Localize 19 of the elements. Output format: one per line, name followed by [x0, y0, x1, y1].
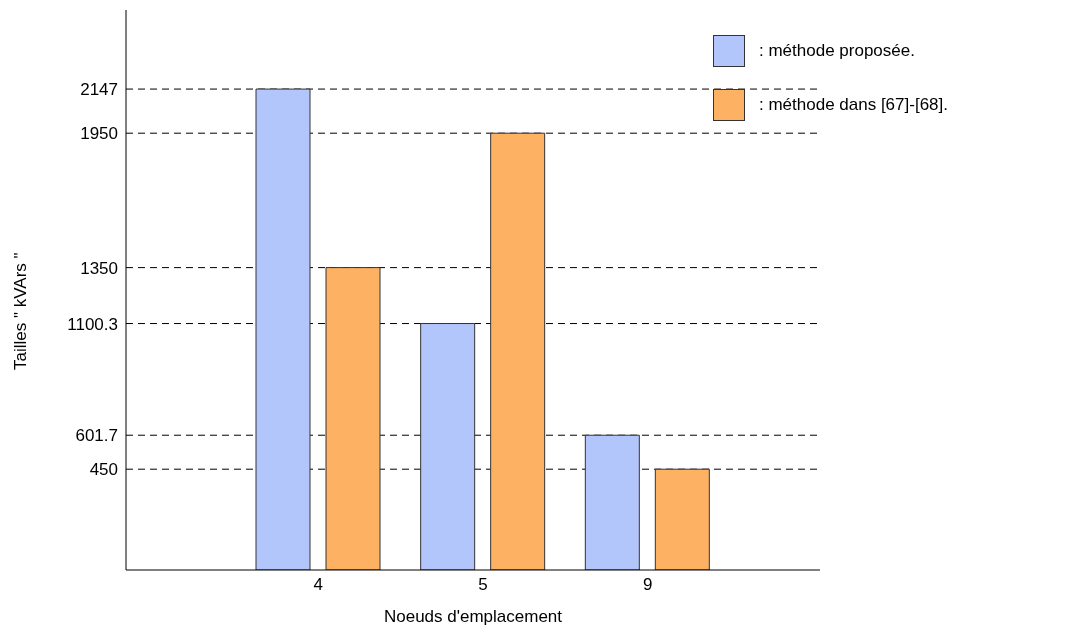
bar — [654, 468, 710, 570]
y-tick-label: 1350 — [80, 258, 118, 278]
y-tick-label: 601.7 — [75, 426, 118, 446]
y-tick-label: 1950 — [80, 124, 118, 144]
y-axis-title: Tailles " kVArs " — [11, 252, 31, 370]
y-tick-label: 450 — [89, 460, 118, 480]
legend-label: : méthode dans [67]-[68]. — [758, 95, 948, 115]
bar — [420, 323, 476, 570]
bar — [255, 88, 311, 570]
y-tick-label: 1100.3 — [67, 314, 118, 334]
legend-label: : méthode proposée. — [758, 41, 915, 61]
x-tick-label: 4 — [313, 575, 324, 595]
x-tick-label: 9 — [642, 575, 653, 595]
bar — [325, 267, 381, 570]
y-tick-label: 2147 — [80, 80, 118, 100]
bar — [490, 132, 546, 570]
bar — [584, 434, 640, 570]
x-tick-label: 5 — [478, 575, 488, 595]
x-axis-title: Noeuds d'emplacement — [383, 607, 563, 626]
